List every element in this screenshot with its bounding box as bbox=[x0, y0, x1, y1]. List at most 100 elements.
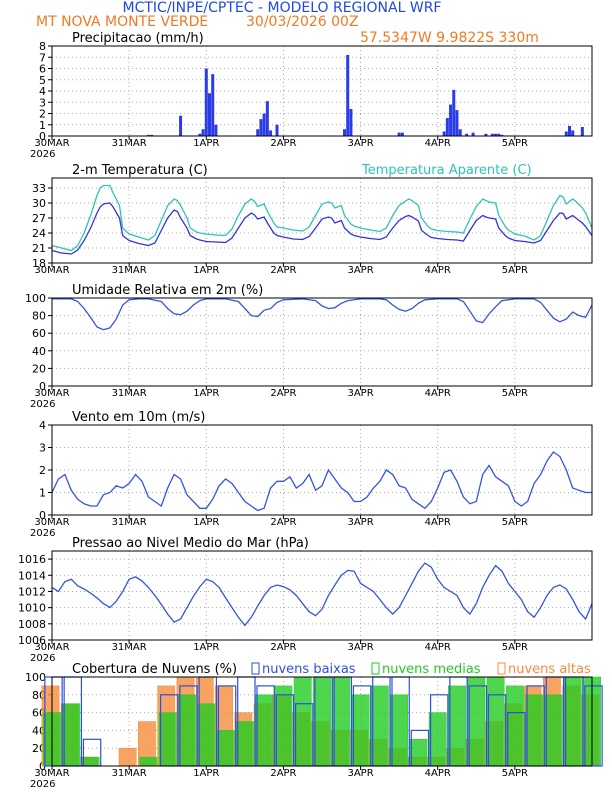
precip-bar bbox=[346, 55, 350, 136]
y-tick-label: 20 bbox=[32, 362, 46, 375]
x-tick-label: 31MAR bbox=[112, 265, 147, 276]
y-tick-label: 60 bbox=[32, 327, 46, 340]
precip-bar bbox=[262, 113, 266, 136]
x-tick-label: 4APR bbox=[425, 517, 451, 528]
y-tick-label: 1010 bbox=[18, 602, 46, 615]
y-tick-label: 21 bbox=[32, 242, 46, 255]
plot-frame bbox=[51, 550, 593, 641]
cloud-bar-nuvens-altas bbox=[118, 747, 137, 767]
x-tick-label: 3APR bbox=[347, 768, 373, 779]
header-coords: 57.5347W 9.9822S 330m bbox=[360, 30, 539, 46]
y-tick-label: 0 bbox=[39, 380, 46, 393]
y-tick-label: 18 bbox=[32, 257, 46, 270]
legend-swatch bbox=[371, 662, 380, 675]
cloud-bar-nuvens-medias bbox=[178, 694, 196, 767]
panel-title: Vento em 10m (m/s) bbox=[72, 410, 205, 425]
precip-bar bbox=[458, 129, 462, 136]
precip-bar bbox=[397, 132, 401, 136]
panel-wind: 0 1 2 3 4 Vento em 10m (m/s) 30MAR 31MAR 1APR 2AP… bbox=[30, 410, 593, 539]
precip-bar bbox=[201, 129, 205, 136]
cloud-bar-nuvens-medias bbox=[274, 685, 293, 767]
legend-label: nuvens baixas bbox=[262, 662, 356, 677]
cloud-bar-nuvens-medias bbox=[62, 703, 81, 767]
x-tick-label: 30MAR bbox=[34, 517, 69, 528]
x-tick-label: 1APR bbox=[193, 388, 219, 399]
precip-bar bbox=[442, 131, 446, 136]
cloud-bar-nuvens-medias bbox=[409, 739, 428, 767]
y-tick-label: 80 bbox=[32, 310, 46, 323]
cloud-bar-nuvens-medias bbox=[293, 676, 312, 767]
x-tick-label: 1APR bbox=[193, 138, 219, 149]
y-tick-label: 2 bbox=[39, 464, 46, 477]
panel-title: Pressao ao Nivel Medio do Mar (hPa) bbox=[72, 536, 309, 551]
precip-bar bbox=[204, 68, 208, 136]
precip-bar bbox=[208, 93, 211, 136]
y-tick-label: 1014 bbox=[18, 569, 46, 582]
cloud-bar-nuvens-medias bbox=[255, 694, 274, 767]
panel-temp: 18 21 24 27 30 33 2-m Temperatura (C) Temperatu… bbox=[32, 163, 593, 276]
cloud-bar-nuvens-medias bbox=[139, 756, 158, 767]
x-tick-label: 31MAR bbox=[112, 388, 147, 399]
panel-title: Cobertura de Nuvens (%) bbox=[72, 662, 237, 677]
x-year-label: 2026 bbox=[30, 779, 55, 790]
precip-bar bbox=[564, 131, 568, 136]
y-tick-label: 1 bbox=[39, 119, 46, 132]
header-title: MCTIC/INPE/CPTEC - MODELO REGIONAL WRF bbox=[123, 0, 442, 16]
cloud-bar-nuvens-medias bbox=[390, 694, 409, 767]
cloud-bar-nuvens-medias bbox=[486, 676, 505, 767]
x-tick-label: 5APR bbox=[502, 265, 528, 276]
panel-title: Umidade Relativa em 2m (%) bbox=[72, 283, 263, 298]
cloud-bar-nuvens-medias bbox=[448, 685, 466, 767]
cloud-bar-nuvens-medias bbox=[313, 676, 331, 767]
plot-frame bbox=[51, 424, 593, 516]
cloud-bar-nuvens-medias bbox=[235, 721, 254, 767]
x-tick-label: 30MAR bbox=[34, 642, 69, 653]
x-tick-label: 2APR bbox=[270, 642, 296, 653]
series-line-pressao bbox=[51, 562, 593, 627]
x-tick-label: 3APR bbox=[347, 265, 373, 276]
precip-bar bbox=[198, 133, 202, 136]
precip-bar bbox=[568, 125, 571, 136]
precip-bar bbox=[269, 130, 273, 136]
cloud-bar-nuvens-medias bbox=[351, 694, 370, 767]
precip-bar bbox=[259, 119, 263, 136]
x-tick-label: 31MAR bbox=[112, 768, 147, 779]
x-tick-label: 5APR bbox=[502, 388, 528, 399]
plot-frame bbox=[51, 297, 593, 387]
x-tick-label: 5APR bbox=[502, 768, 528, 779]
legend-label: nuvens altas bbox=[508, 662, 591, 677]
precip-bar bbox=[211, 74, 215, 136]
y-tick-label: 100 bbox=[25, 292, 46, 305]
x-tick-label: 1APR bbox=[193, 517, 219, 528]
legend-label: nuvens medias bbox=[382, 662, 481, 677]
x-tick-label: 4APR bbox=[425, 388, 451, 399]
y-tick-label: 3 bbox=[39, 96, 46, 109]
precip-bar bbox=[214, 124, 218, 136]
precip-bar bbox=[500, 134, 504, 136]
cloud-bar-nuvens-medias bbox=[332, 676, 351, 767]
x-tick-label: 1APR bbox=[193, 265, 219, 276]
panel-humidity: 0 20 40 60 80 100 Umidade Relativa em 2m (%) 30… bbox=[25, 283, 593, 410]
x-tick-label: 4APR bbox=[425, 265, 451, 276]
precip-bar bbox=[265, 101, 269, 136]
precip-bar bbox=[445, 118, 449, 136]
cloud-bar-nuvens-medias bbox=[428, 712, 447, 767]
precip-bar bbox=[465, 133, 469, 136]
x-tick-label: 1APR bbox=[193, 768, 219, 779]
precip-bar bbox=[571, 130, 575, 136]
cloud-bar-nuvens-medias bbox=[563, 676, 582, 767]
y-tick-label: 8 bbox=[39, 40, 46, 53]
y-tick-label: 1016 bbox=[18, 553, 46, 566]
x-tick-label: 3APR bbox=[347, 138, 373, 149]
y-tick-label: 4 bbox=[39, 85, 46, 98]
precip-bar bbox=[484, 133, 488, 136]
x-tick-label: 2APR bbox=[270, 265, 296, 276]
y-tick-label: 5 bbox=[39, 74, 46, 87]
y-tick-label: 0 bbox=[39, 509, 46, 522]
series-line-umidade-relativa bbox=[52, 298, 593, 331]
cloud-bar-nuvens-medias bbox=[216, 730, 235, 767]
cloud-bar-nuvens-medias bbox=[370, 685, 389, 767]
